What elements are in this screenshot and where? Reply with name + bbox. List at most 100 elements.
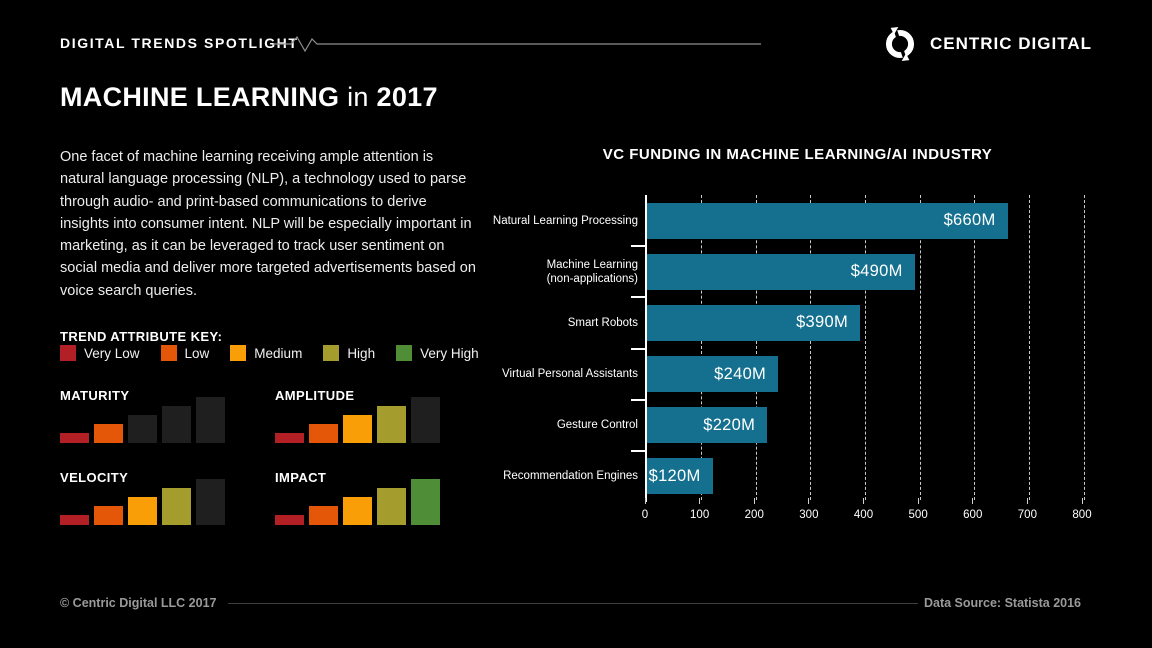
trend-level-bar: [162, 406, 191, 443]
chart-category-label: Recommendation Engines: [503, 470, 638, 483]
title-connector: in: [347, 82, 369, 112]
trend-level-bar: [309, 506, 338, 525]
legend-item: High: [323, 345, 375, 361]
chart-bar: $660M: [647, 202, 1008, 239]
x-axis-tick: [699, 498, 701, 504]
chart-title: VC FUNDING IN MACHINE LEARNING/AI INDUST…: [602, 146, 993, 163]
legend-item: Low: [160, 345, 210, 361]
trend-level-bar: [343, 415, 372, 443]
trend-indicator-label: MATURITY: [60, 388, 130, 403]
bar-chart-plot: $660M $490M $390M $240M $220M $120M: [645, 195, 1085, 502]
trend-level-bar: [196, 397, 225, 443]
category-axis-tick: [631, 449, 645, 452]
legend-swatch: [160, 345, 177, 361]
chart-bar: $490M: [647, 253, 915, 290]
trend-attribute-grid: MATURITY AMPLITUDE VELOCITY IMPACT: [60, 388, 470, 558]
trend-level-bar: [275, 433, 304, 443]
chart-bar: $240M: [647, 356, 779, 392]
chart-bar-value: $490M: [850, 262, 903, 281]
chart-bar-value: $660M: [943, 211, 996, 229]
chart-bar-value: $120M: [648, 466, 701, 485]
gridline: [810, 195, 812, 500]
legend-item: Very Low: [60, 345, 140, 361]
trend-level-bar: [377, 488, 406, 525]
legend-label: Medium: [254, 345, 303, 361]
x-axis-tick-label: 300: [799, 509, 819, 521]
x-axis-tick-label: 0: [641, 509, 649, 521]
legend-item: Very High: [396, 345, 479, 361]
gridline: [1028, 195, 1030, 500]
chart-category-label: Smart Robots: [567, 316, 638, 329]
gridline: [1083, 195, 1085, 500]
chart-category-label: Machine Learning (non-applications): [546, 258, 638, 285]
category-axis-tick: [631, 296, 645, 299]
page-title: MACHINE LEARNING in 2017: [60, 82, 438, 113]
trend-level-bar: [309, 424, 338, 443]
x-axis-tick: [753, 498, 755, 504]
chart-category-label: Gesture Control: [556, 419, 638, 432]
trend-level-bar: [411, 397, 440, 443]
trend-indicator-bars: [60, 479, 225, 525]
x-axis-tick: [644, 498, 646, 504]
gridline: [919, 195, 921, 500]
x-axis-tick: [917, 498, 919, 504]
x-axis-tick-label: 700: [1017, 509, 1037, 521]
chart-bar: $220M: [647, 407, 768, 444]
trend-indicator-bars: [275, 479, 440, 525]
x-axis-tick-label: 100: [690, 509, 710, 521]
trend-level-bar: [60, 515, 89, 525]
trend-level-bar: [377, 406, 406, 443]
gridline: [755, 195, 757, 500]
x-axis-tick-label: 800: [1072, 509, 1092, 521]
trend-indicator-amplitude: AMPLITUDE: [275, 388, 440, 456]
gridline: [701, 195, 703, 500]
trend-indicator-maturity: MATURITY: [60, 388, 225, 456]
trend-level-bar: [196, 479, 225, 525]
trend-indicator-velocity: VELOCITY: [60, 470, 225, 538]
legend-label: High: [347, 345, 376, 361]
legend-label: Low: [184, 345, 210, 361]
legend-swatch: [60, 345, 76, 361]
brand-logo: CENTRIC DIGITAL: [883, 27, 1092, 61]
x-axis-tick-label: 400: [853, 509, 874, 521]
heartbeat-line-icon: [273, 36, 761, 52]
legend-label: Very Low: [84, 345, 140, 361]
trend-level-bar: [343, 497, 372, 525]
trend-key-title: TREND ATTRIBUTE KEY:: [60, 329, 223, 344]
title-main: MACHINE LEARNING: [60, 82, 340, 112]
chart-bar: $390M: [647, 304, 861, 341]
footer-divider: [228, 603, 918, 604]
circular-arrows-icon: [885, 27, 915, 61]
trend-level-bar: [94, 424, 123, 443]
eyebrow-title: DIGITAL TRENDS SPOTLIGHT: [60, 35, 299, 51]
trend-level-bar: [411, 479, 440, 525]
trend-indicator-impact: IMPACT: [275, 470, 440, 538]
legend-swatch: [396, 345, 413, 361]
title-year: 2017: [376, 82, 438, 112]
trend-key-legend: Very Low Low Medium High Very High: [60, 345, 479, 361]
chart-category-label: Virtual Personal Assistants: [502, 368, 638, 381]
chart-category-label: Natural Learning Processing: [492, 214, 638, 227]
x-axis-tick-label: 600: [963, 509, 983, 521]
legend-swatch: [323, 345, 340, 361]
chart-bar-value: $240M: [714, 364, 767, 383]
x-axis-tick: [863, 498, 864, 504]
chart-bar-value: $390M: [796, 313, 849, 332]
footer-copyright: © Centric Digital LLC 2017: [60, 596, 217, 610]
trend-indicator-label: IMPACT: [275, 470, 327, 485]
x-axis-tick: [1081, 498, 1083, 504]
x-axis-tick-label: 200: [744, 509, 764, 521]
chart-bar: $120M: [647, 458, 713, 495]
trend-level-bar: [128, 415, 157, 443]
legend-swatch: [230, 345, 247, 361]
legend-label: Very High: [420, 345, 479, 361]
x-axis-tick-label: 500: [908, 509, 928, 521]
legend-item: Medium: [230, 345, 302, 361]
brand-name: CENTRIC DIGITAL: [929, 34, 1092, 53]
trend-level-bar: [162, 488, 191, 525]
trend-indicator-bars: [275, 397, 440, 443]
category-axis-tick: [631, 347, 645, 350]
trend-level-bar: [94, 506, 123, 525]
x-axis-tick: [1026, 498, 1028, 504]
